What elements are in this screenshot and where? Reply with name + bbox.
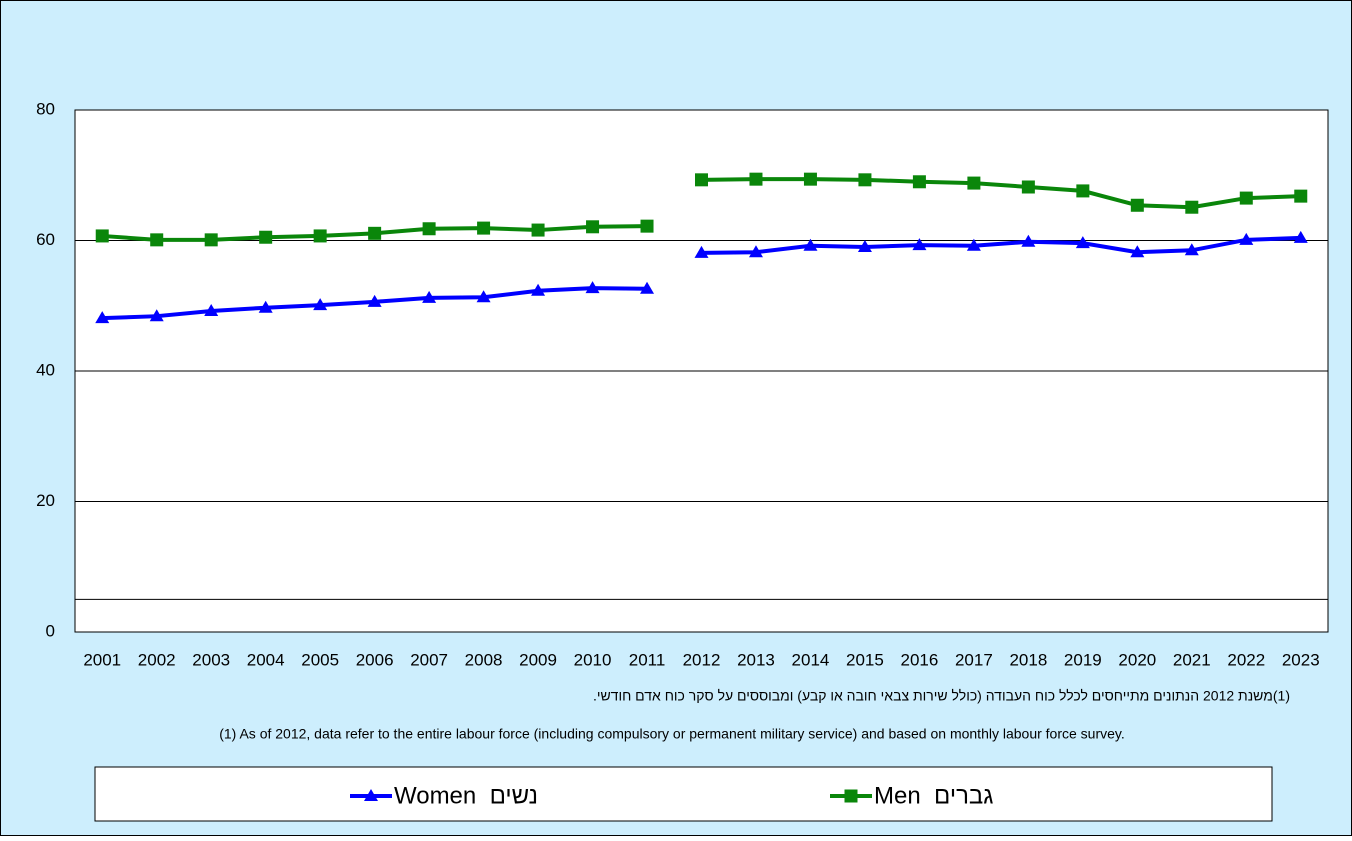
y-tick-label: 0 (46, 621, 55, 640)
point (640, 281, 655, 294)
point (150, 233, 164, 247)
point (1293, 230, 1308, 243)
point (422, 290, 437, 303)
x-tick-label: 2020 (1118, 650, 1156, 669)
point (586, 220, 600, 234)
point (204, 303, 219, 316)
point (695, 173, 708, 187)
point (477, 221, 491, 235)
point (531, 223, 545, 237)
point (476, 290, 491, 303)
series-line (701, 235, 1301, 255)
point (640, 219, 654, 233)
y-tick-label: 40 (36, 360, 55, 379)
x-tick-label: 2002 (138, 650, 176, 669)
point (803, 238, 818, 251)
point (967, 176, 981, 190)
legend-label: Women נשים (394, 782, 538, 809)
point (803, 172, 817, 186)
point (313, 298, 328, 311)
x-tick-label: 2011 (629, 650, 666, 669)
point (585, 281, 600, 294)
point (1184, 243, 1199, 256)
x-tick-label: 2012 (683, 650, 721, 669)
point (912, 238, 927, 251)
x-tick-label: 2006 (356, 650, 394, 669)
y-tick-label: 60 (36, 230, 55, 249)
x-tick-label: 2023 (1282, 650, 1320, 669)
point (259, 230, 273, 244)
point (313, 229, 327, 243)
footnote-en: (1) As of 2012, data refer to the entire… (219, 726, 1125, 742)
point (858, 173, 872, 187)
point (531, 283, 546, 296)
x-tick-label: 2016 (900, 650, 938, 669)
point (422, 222, 436, 236)
x-tick-label: 2007 (410, 650, 448, 669)
x-tick-label: 2003 (192, 650, 230, 669)
x-tick-label: 2021 (1173, 650, 1211, 669)
x-tick-label: 2005 (301, 650, 339, 669)
point (1076, 184, 1090, 198)
point (95, 229, 109, 243)
x-tick-label: 2022 (1227, 650, 1265, 669)
legend-box (94, 766, 1273, 822)
point (694, 245, 709, 258)
point (95, 311, 110, 324)
point (368, 226, 382, 240)
x-tick-label: 2010 (574, 650, 612, 669)
point (204, 233, 218, 247)
x-tick-label: 2015 (846, 650, 884, 669)
point (1294, 189, 1308, 203)
point (857, 240, 872, 253)
point (1239, 232, 1254, 245)
point (1075, 236, 1090, 249)
x-tick-label: 2001 (83, 650, 121, 669)
point (1021, 234, 1036, 247)
point (1130, 198, 1144, 212)
point (367, 294, 382, 307)
point (1239, 191, 1253, 205)
x-tick-label: 2009 (519, 650, 557, 669)
legend-marker (364, 789, 378, 801)
point (1130, 245, 1145, 258)
x-tick-label: 2017 (955, 650, 993, 669)
y-tick-label: 80 (36, 99, 55, 118)
x-tick-label: 2014 (792, 650, 830, 669)
point (149, 309, 164, 322)
point (1185, 200, 1199, 214)
point (748, 245, 763, 258)
x-tick-label: 2018 (1009, 650, 1047, 669)
footnote-he: (1)משנת 2012 הנתונים מתייחסים לכלל כוח ה… (593, 688, 1290, 704)
x-tick-label: 2008 (465, 650, 503, 669)
point (912, 175, 926, 189)
point (966, 238, 981, 251)
point (749, 172, 763, 186)
x-tick-label: 2013 (737, 650, 775, 669)
y-tick-label: 20 (36, 491, 55, 510)
legend-label: Men גברים (874, 782, 993, 809)
point (1021, 180, 1035, 194)
x-tick-label: 2004 (247, 650, 285, 669)
x-tick-label: 2019 (1064, 650, 1102, 669)
point (258, 300, 273, 313)
legend-marker (844, 789, 858, 803)
series-line (701, 177, 1301, 210)
